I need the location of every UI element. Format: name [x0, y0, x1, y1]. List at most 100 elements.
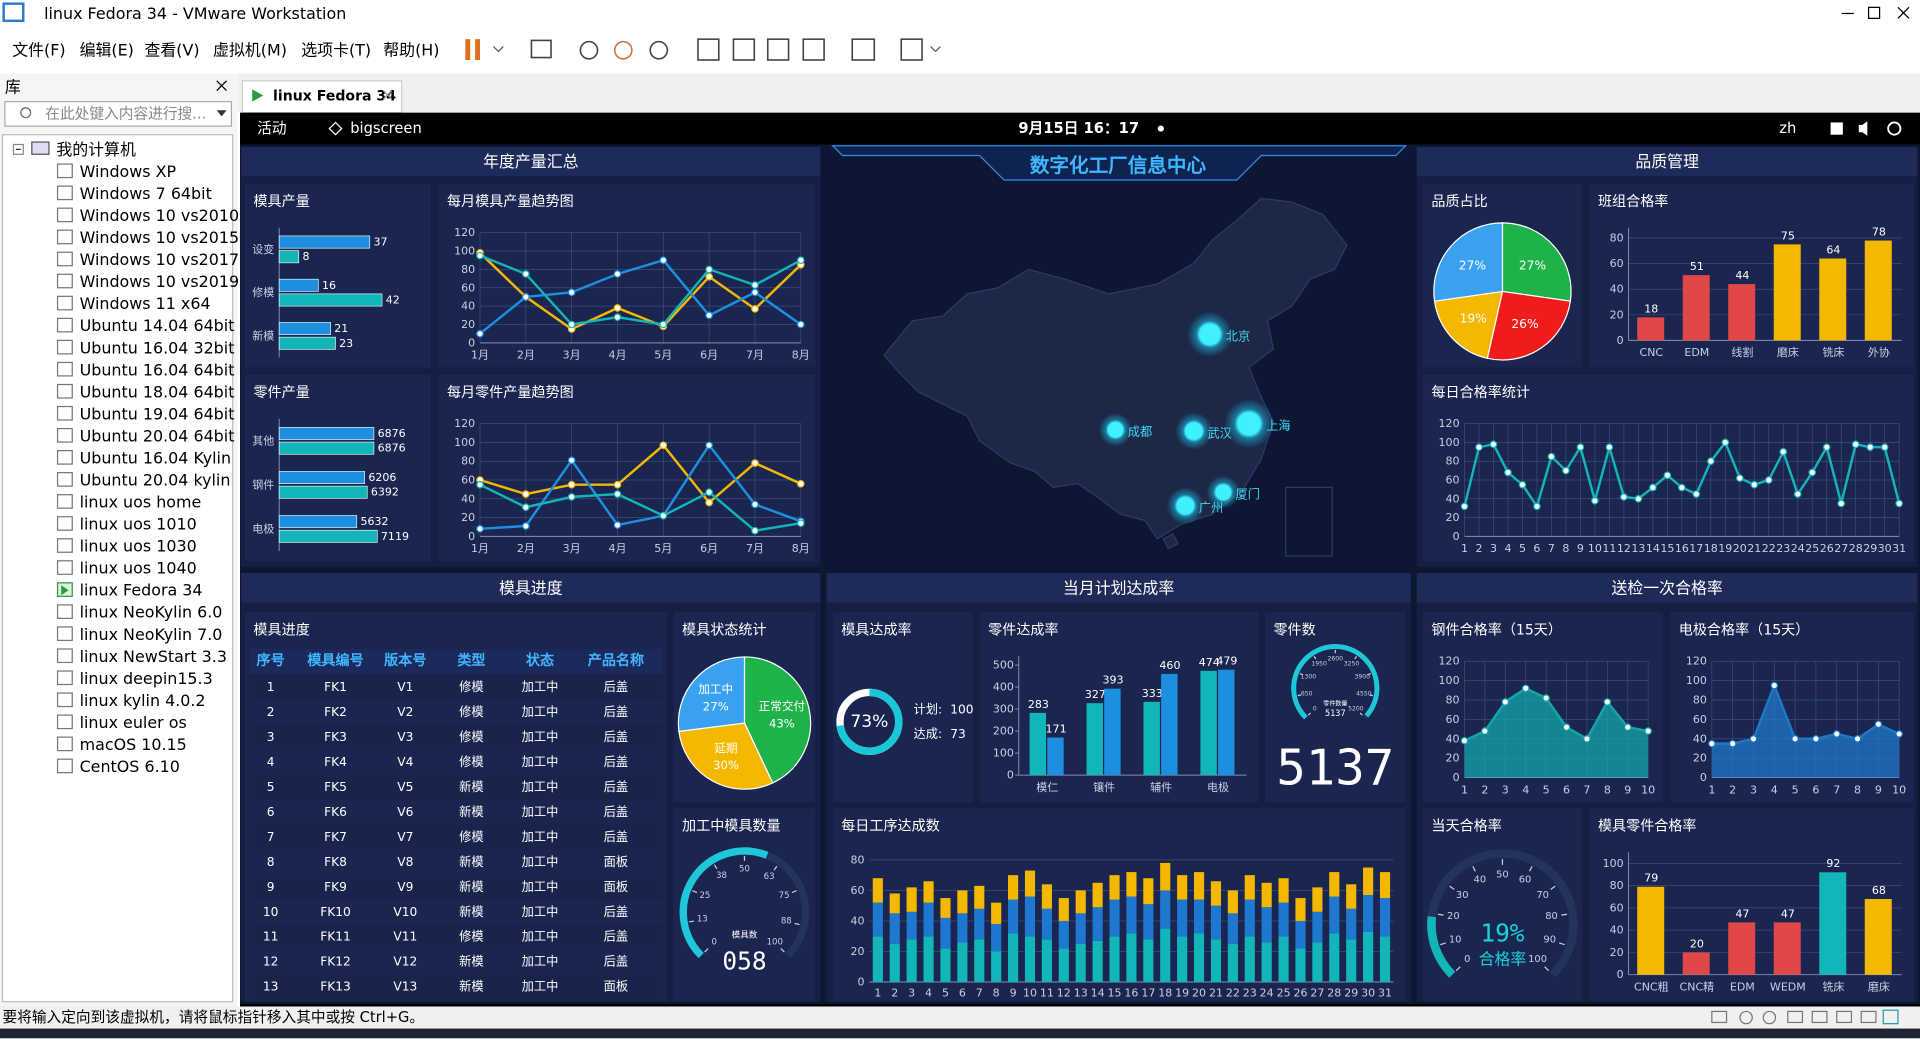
panel-title: 零件达成率 — [988, 622, 1058, 639]
vm-item[interactable]: Ubuntu 16.04 32bit — [80, 338, 235, 357]
cell: 加工中 — [522, 779, 559, 794]
send-keys[interactable] — [530, 39, 552, 59]
menu-item[interactable]: 文件(F) — [12, 41, 65, 60]
console[interactable] — [851, 38, 876, 61]
vm-icon — [56, 692, 73, 708]
menu-item[interactable]: 选项卡(T) — [301, 41, 371, 60]
column-header: 模具编号 — [307, 652, 363, 669]
clock[interactable]: 9月15日 16：17 — [1018, 120, 1139, 137]
fullscreen[interactable] — [766, 38, 790, 61]
stretch[interactable] — [900, 38, 923, 61]
pause-icon[interactable] — [465, 39, 471, 61]
vm-item[interactable]: linux deepin15.3 — [80, 669, 213, 688]
point — [522, 270, 530, 278]
vm-item[interactable]: linux uos home — [80, 493, 202, 512]
library-close[interactable] — [216, 80, 227, 92]
search-dropdown[interactable] — [216, 110, 227, 117]
point — [1562, 723, 1571, 731]
tab-title[interactable]: linux Fedora 34 — [273, 89, 396, 105]
snapshot[interactable] — [579, 40, 599, 60]
view-library[interactable] — [697, 38, 720, 61]
vm-item[interactable]: CentOS 6.10 — [80, 757, 180, 776]
menu-item[interactable]: 虚拟机(M) — [213, 41, 287, 60]
menu-item[interactable]: 编辑(E) — [80, 41, 134, 60]
vm-item[interactable]: linux NeoKylin 7.0 — [80, 625, 223, 644]
vm-item[interactable]: Ubuntu 19.04 64bit — [80, 404, 235, 423]
pause-icon[interactable] — [475, 39, 481, 61]
restore-button[interactable] — [1867, 6, 1881, 19]
app-menu[interactable]: bigscreen — [350, 120, 422, 137]
vm-item[interactable]: Windows XP — [80, 162, 177, 181]
vm-item[interactable]: linux NeoKylin 6.0 — [80, 603, 223, 622]
search-box[interactable] — [4, 101, 233, 127]
input-method[interactable]: zh — [1779, 120, 1796, 137]
bar — [1161, 673, 1178, 776]
bar-segment — [957, 942, 968, 983]
vm-item[interactable]: linux euler os — [80, 713, 187, 732]
vm-item[interactable]: Windows 10 vs2017 — [80, 250, 240, 269]
menu-item[interactable]: 查看(V) — [144, 41, 199, 60]
close-button[interactable] — [1897, 6, 1910, 19]
menu-item[interactable]: 帮助(H) — [383, 41, 439, 60]
vm-item[interactable]: linux uos 1040 — [80, 559, 197, 578]
value-label: 6876 — [378, 442, 406, 455]
x-tick-label: 5 — [942, 987, 949, 1000]
x-tick-label: 8月 — [792, 542, 810, 555]
vm-item[interactable]: Ubuntu 16.04 64bit — [80, 360, 235, 379]
unity[interactable] — [802, 38, 825, 61]
city-marker — [1206, 475, 1240, 509]
vm-item[interactable]: Ubuntu 14.04 64bit — [80, 316, 235, 335]
vm-item[interactable]: Windows 10 vs2010 — [80, 206, 240, 225]
cell: 1 — [267, 680, 275, 694]
activities[interactable]: 活动 — [257, 120, 286, 137]
snapshot-manager[interactable] — [649, 40, 669, 60]
point — [1623, 723, 1632, 731]
tree-collapse[interactable] — [12, 143, 24, 155]
vm-item[interactable]: linux Fedora 34 — [80, 581, 203, 600]
vm-item[interactable]: Windows 7 64bit — [80, 184, 212, 203]
panel-title: 模具零件合格率 — [1598, 818, 1697, 835]
cell: 加工中 — [522, 704, 559, 719]
vm-item[interactable]: Windows 11 x64 — [80, 294, 211, 313]
vm-item[interactable]: Windows 10 vs2015 — [80, 228, 240, 247]
tab-close[interactable] — [382, 90, 393, 100]
tab[interactable] — [241, 80, 403, 114]
vm-item[interactable]: linux kylin 4.0.2 — [80, 691, 206, 710]
gauge-tick-label: 75 — [779, 891, 790, 901]
x-tick-label: 25 — [1805, 542, 1819, 555]
cell: 加工中 — [522, 804, 559, 819]
dropdown[interactable] — [930, 46, 941, 53]
cell: 修模 — [459, 679, 483, 694]
vm-item[interactable]: Windows 10 vs2019 — [80, 272, 240, 291]
vm-item[interactable]: Ubuntu 16.04 Kylin — [80, 448, 231, 467]
value-label: 8 — [302, 250, 309, 263]
point — [797, 320, 805, 329]
x-tick-label: 19 — [1175, 987, 1189, 1000]
dropdown[interactable] — [493, 46, 504, 53]
gauge-value-text: 19% — [1480, 919, 1524, 948]
gauge-tick-label: 50 — [1496, 869, 1509, 880]
bar-segment — [974, 885, 985, 909]
gauge-tick-label: 20 — [1447, 911, 1460, 922]
vm-item[interactable]: macOS 10.15 — [80, 735, 187, 754]
vm-item[interactable]: Ubuntu 18.04 64bit — [80, 382, 235, 401]
tree-root[interactable]: 我的计算机 — [56, 140, 136, 159]
y-tick-label: 80 — [1446, 694, 1460, 707]
x-tick-label: 3月 — [563, 349, 581, 362]
gauge-tick — [1354, 655, 1358, 660]
revert[interactable] — [613, 40, 633, 60]
vm-icon — [56, 714, 73, 730]
x-tick-label: 线割 — [1731, 345, 1753, 359]
vm-icon — [56, 185, 73, 201]
search-placeholder[interactable]: 在此处键入内容进行搜... — [45, 105, 206, 122]
vm-item[interactable]: linux uos 1030 — [80, 537, 197, 556]
vm-item[interactable]: linux uos 1010 — [80, 515, 197, 534]
point — [1764, 476, 1773, 484]
view-thumb[interactable] — [732, 38, 756, 61]
vm-item[interactable]: linux NewStart 3.3 — [80, 647, 227, 666]
bar-segment — [974, 939, 985, 983]
x-tick-label: 3 — [1502, 783, 1509, 796]
y-tick-label: 80 — [1610, 879, 1624, 892]
vm-item[interactable]: Ubuntu 20.04 kylin — [80, 471, 231, 490]
vm-item[interactable]: Ubuntu 20.04 64bit — [80, 426, 235, 445]
